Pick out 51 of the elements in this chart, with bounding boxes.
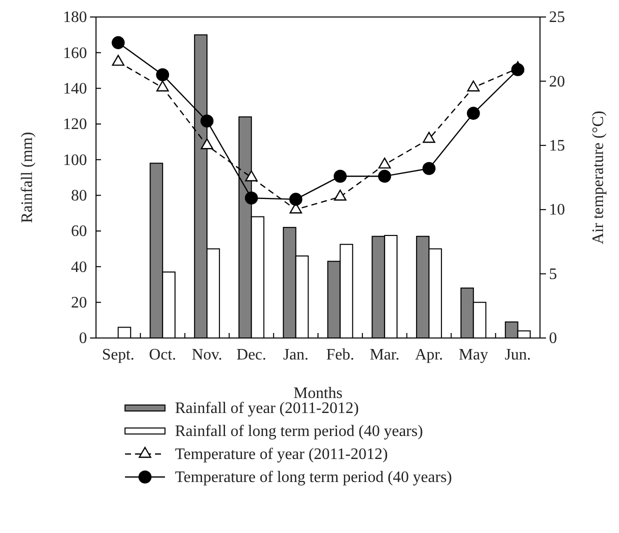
point xyxy=(378,158,391,169)
y2-axis-title: Air temperature (°C) xyxy=(590,110,607,244)
y2-tick-label: 20 xyxy=(549,73,565,90)
x-tick-label: Sept. xyxy=(102,346,134,364)
x-tick-label: May xyxy=(458,346,488,364)
y-tick-label: 100 xyxy=(63,152,87,169)
y-tick-label: 180 xyxy=(63,9,87,26)
y2-tick-label: 15 xyxy=(549,138,565,155)
point xyxy=(334,190,346,201)
legend-label: Rainfall of year (2011-2012) xyxy=(175,400,359,417)
x-tick-label: Feb. xyxy=(326,346,354,364)
point xyxy=(422,132,436,143)
y-tick-label: 20 xyxy=(71,294,87,312)
y-tick-label: 80 xyxy=(71,187,87,204)
x-tick-label: Apr. xyxy=(415,346,443,364)
x-axis-title: Months xyxy=(294,385,342,402)
point xyxy=(156,68,170,82)
x-tick-label: Jan. xyxy=(283,346,308,364)
point xyxy=(245,170,258,182)
point xyxy=(200,138,214,150)
y2-tick-label: 0 xyxy=(549,330,557,348)
legend-label: Temperature of long term period (40 years) xyxy=(175,469,452,486)
y2-tick-label: 10 xyxy=(549,202,565,219)
y-tick-label: 40 xyxy=(71,258,87,276)
y-tick-label: 0 xyxy=(79,330,87,348)
y-tick-label: 120 xyxy=(63,116,87,134)
point xyxy=(200,114,214,128)
point xyxy=(334,170,347,183)
y-axis-title: Rainfall (mm) xyxy=(19,132,36,224)
y2-tick-label: 25 xyxy=(549,9,565,26)
x-tick-label: Oct. xyxy=(149,346,176,364)
y-tick-label: 160 xyxy=(63,44,87,62)
y-tick-label: 60 xyxy=(71,223,87,240)
point xyxy=(467,80,480,92)
x-tick-label: Jun. xyxy=(504,346,531,364)
point xyxy=(378,170,392,183)
y-tick-label: 140 xyxy=(63,80,87,98)
y2-tick-label: 5 xyxy=(549,266,557,283)
legend-label: Temperature of year (2011-2012) xyxy=(175,446,388,463)
point xyxy=(466,106,480,120)
x-tick-label: Dec. xyxy=(236,346,266,364)
x-tick-label: Mar. xyxy=(370,346,400,364)
legend-label: Rainfall of long term period (40 years) xyxy=(175,423,423,440)
point xyxy=(112,54,124,66)
point xyxy=(289,192,302,206)
point xyxy=(244,192,258,205)
x-tick-label: Nov. xyxy=(192,346,222,364)
point xyxy=(511,63,524,76)
point xyxy=(422,162,436,176)
point xyxy=(156,80,169,92)
point xyxy=(112,36,125,50)
